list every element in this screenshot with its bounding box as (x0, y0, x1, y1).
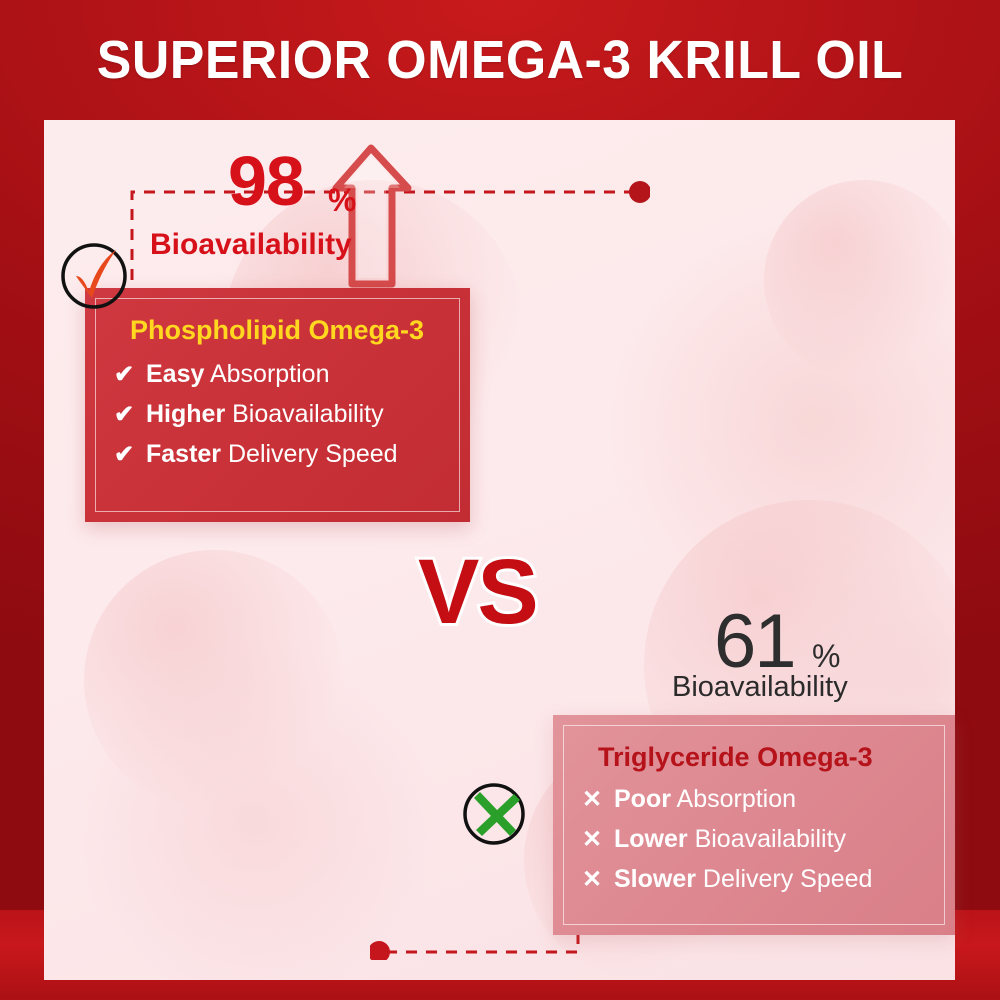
cross-icon: ✕ (582, 786, 603, 813)
cross-badge-icon (463, 783, 525, 845)
triglyceride-heading: Triglyceride Omega-3 (598, 742, 873, 772)
top-stat-unit: % (328, 182, 357, 218)
bottom-stat-label: Bioavailability (672, 671, 848, 703)
list-item-text: Faster Delivery Speed (146, 440, 398, 468)
phospholipid-feature-box-inner: Phospholipid Omega-3 ✔ Easy Absorption ✔… (95, 298, 460, 512)
vs-label: VS (415, 541, 542, 643)
list-item: ✔ Higher Bioavailability (114, 400, 445, 428)
list-item-rest: Bioavailability (225, 400, 384, 428)
list-item-strong: Slower (614, 865, 696, 893)
list-item-strong: Higher (146, 400, 226, 428)
bottom-stat-unit: % (812, 638, 841, 674)
list-item-text: Higher Bioavailability (146, 400, 384, 428)
triglyceride-feature-box-inner: Triglyceride Omega-3 ✕ Poor Absorption ✕… (563, 725, 945, 925)
check-icon: ✔ (114, 361, 135, 388)
page-title: SUPERIOR OMEGA-3 KRILL OIL (96, 30, 904, 90)
phospholipid-feature-box: Phospholipid Omega-3 ✔ Easy Absorption ✔… (85, 288, 470, 522)
top-stat-block: 98 % Bioavailability (150, 146, 420, 286)
list-item-strong: Faster (146, 440, 222, 468)
list-item-rest: Absorption (204, 360, 330, 388)
list-item-strong: Poor (614, 785, 671, 813)
triglyceride-feature-box: Triglyceride Omega-3 ✕ Poor Absorption ✕… (553, 715, 955, 935)
bottom-stat-value: 61 (714, 599, 797, 684)
top-stat-label: Bioavailability (150, 228, 352, 261)
cross-icon: ✕ (582, 826, 603, 853)
list-item-text: Poor Absorption (614, 785, 796, 813)
dashed-connector-top (130, 181, 650, 296)
list-item: ✔ Faster Delivery Speed (114, 440, 445, 468)
list-item-strong: Easy (146, 360, 205, 388)
list-item-text: Lower Bioavailability (614, 825, 846, 853)
list-item: ✔ Easy Absorption (114, 360, 445, 388)
check-badge-icon (61, 243, 127, 309)
check-icon: ✔ (114, 401, 135, 428)
list-item: ✕ Lower Bioavailability (582, 825, 930, 853)
background-blob (764, 180, 955, 380)
page-title-bar: SUPERIOR OMEGA-3 KRILL OIL (0, 0, 1000, 120)
cross-icon: ✕ (582, 866, 603, 893)
check-icon: ✔ (114, 441, 135, 468)
bottom-stat-block: 61 % Bioavailability (672, 604, 922, 714)
arrow-up-icon (332, 144, 412, 288)
top-stat-value: 98 (228, 142, 305, 220)
list-item: ✕ Slower Delivery Speed (582, 865, 930, 893)
list-item-rest: Delivery Speed (695, 865, 873, 893)
list-item-rest: Bioavailability (687, 825, 847, 853)
list-item-text: Easy Absorption (146, 360, 329, 388)
background-blob (84, 550, 344, 810)
list-item-rest: Absorption (670, 785, 797, 813)
list-item: ✕ Poor Absorption (582, 785, 930, 813)
list-item-rest: Delivery Speed (221, 440, 398, 468)
list-item-text: Slower Delivery Speed (614, 865, 872, 893)
phospholipid-heading: Phospholipid Omega-3 (130, 315, 425, 345)
list-item-strong: Lower (614, 825, 688, 853)
